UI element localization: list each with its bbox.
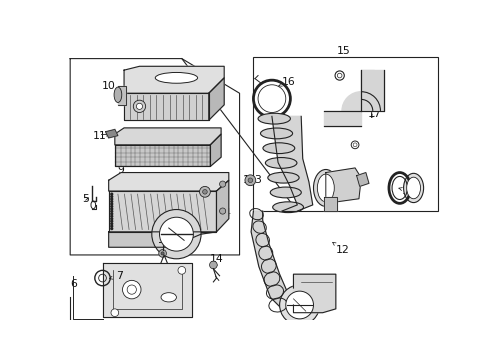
Wedge shape xyxy=(342,92,361,111)
Ellipse shape xyxy=(258,113,291,124)
Text: 5: 5 xyxy=(82,194,89,204)
Polygon shape xyxy=(361,70,373,99)
Circle shape xyxy=(111,211,113,212)
Polygon shape xyxy=(361,70,384,111)
Text: 17: 17 xyxy=(368,109,381,119)
Circle shape xyxy=(111,220,113,222)
Ellipse shape xyxy=(266,158,297,168)
Ellipse shape xyxy=(270,187,301,198)
Text: 13: 13 xyxy=(297,302,314,311)
Polygon shape xyxy=(124,66,224,93)
Circle shape xyxy=(111,206,113,207)
Circle shape xyxy=(111,213,113,215)
Circle shape xyxy=(122,280,141,299)
Circle shape xyxy=(111,198,113,200)
Polygon shape xyxy=(272,116,313,211)
Polygon shape xyxy=(324,111,361,126)
Ellipse shape xyxy=(314,170,338,206)
Text: 14: 14 xyxy=(210,254,223,264)
Circle shape xyxy=(161,252,164,255)
Circle shape xyxy=(111,225,113,227)
Circle shape xyxy=(286,291,314,319)
Polygon shape xyxy=(124,93,209,120)
Polygon shape xyxy=(324,197,337,211)
Text: 1: 1 xyxy=(242,175,249,185)
Polygon shape xyxy=(210,134,221,166)
Circle shape xyxy=(133,100,146,112)
Text: 11: 11 xyxy=(93,131,109,141)
Text: 15: 15 xyxy=(337,46,350,56)
Ellipse shape xyxy=(318,174,334,202)
Polygon shape xyxy=(109,191,217,232)
Polygon shape xyxy=(294,274,336,313)
Text: 16: 16 xyxy=(279,77,296,87)
Circle shape xyxy=(111,215,113,217)
Polygon shape xyxy=(326,168,361,203)
Polygon shape xyxy=(109,232,217,247)
Text: 16: 16 xyxy=(399,186,416,196)
Circle shape xyxy=(220,208,226,214)
Circle shape xyxy=(199,186,210,197)
Circle shape xyxy=(220,181,226,187)
Polygon shape xyxy=(102,263,192,316)
Ellipse shape xyxy=(404,173,423,203)
Polygon shape xyxy=(115,128,221,145)
Ellipse shape xyxy=(268,172,299,183)
Polygon shape xyxy=(106,130,118,138)
Circle shape xyxy=(111,201,113,202)
Bar xyxy=(253,57,438,211)
Polygon shape xyxy=(209,78,224,120)
Circle shape xyxy=(111,208,113,210)
Text: 8: 8 xyxy=(167,244,180,255)
Circle shape xyxy=(111,218,113,220)
Circle shape xyxy=(136,103,143,109)
Circle shape xyxy=(178,266,186,274)
Ellipse shape xyxy=(263,143,295,154)
Text: 12: 12 xyxy=(333,242,350,255)
Polygon shape xyxy=(115,145,210,166)
Ellipse shape xyxy=(161,293,176,302)
Polygon shape xyxy=(118,86,125,105)
Polygon shape xyxy=(217,180,229,232)
Circle shape xyxy=(160,217,194,251)
Text: 9: 9 xyxy=(118,161,131,175)
Text: 2: 2 xyxy=(209,189,226,199)
Circle shape xyxy=(111,223,113,225)
Circle shape xyxy=(280,285,319,325)
Circle shape xyxy=(248,178,253,183)
Polygon shape xyxy=(251,211,294,313)
Circle shape xyxy=(152,210,201,259)
Circle shape xyxy=(210,261,217,269)
Polygon shape xyxy=(109,172,229,191)
Text: 10: 10 xyxy=(102,81,122,92)
Text: 3: 3 xyxy=(251,175,262,185)
Text: 6: 6 xyxy=(70,279,77,289)
Ellipse shape xyxy=(155,72,197,83)
Circle shape xyxy=(245,175,256,186)
Circle shape xyxy=(111,193,113,195)
Circle shape xyxy=(159,249,167,257)
Circle shape xyxy=(203,189,207,194)
Circle shape xyxy=(111,195,113,198)
Ellipse shape xyxy=(261,128,293,139)
Ellipse shape xyxy=(407,177,420,199)
Circle shape xyxy=(111,228,113,230)
Ellipse shape xyxy=(273,202,303,213)
Circle shape xyxy=(111,203,113,205)
Ellipse shape xyxy=(114,87,122,103)
Text: 4: 4 xyxy=(217,208,230,217)
Text: 7: 7 xyxy=(109,271,123,281)
Circle shape xyxy=(111,309,119,316)
Polygon shape xyxy=(357,172,369,186)
